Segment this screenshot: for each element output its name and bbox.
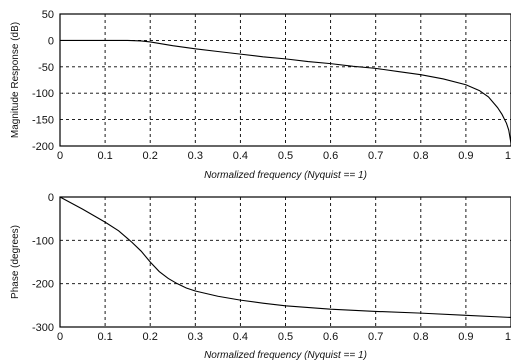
phase-x-tick-label: 0.6 (323, 331, 338, 343)
magnitude-x-tick-label: 0.3 (188, 150, 203, 162)
magnitude-x-axis-label: Normalized frequency (Nyquist == 1) (204, 170, 367, 181)
phase-x-tick-label: 0.4 (233, 331, 248, 343)
phase-x-tick-label: 1 (505, 331, 511, 343)
magnitude-x-tick-label: 0.7 (368, 150, 383, 162)
magnitude-x-tick-label: 0.8 (413, 150, 428, 162)
phase-y-tick-label: -200 (32, 279, 54, 291)
phase-y-tick-label: -300 (32, 322, 54, 334)
magnitude-y-tick-label: -50 (38, 62, 54, 74)
magnitude-x-tick-label: 0 (57, 150, 63, 162)
phase-x-tick-label: 0.2 (143, 331, 158, 343)
phase-x-tick-label: 0.3 (188, 331, 203, 343)
magnitude-y-tick-label: -200 (32, 141, 54, 153)
phase-x-tick-label: 0.1 (97, 331, 112, 343)
phase-x-tick-label: 0.8 (413, 331, 428, 343)
phase-x-tick-label: 0.7 (368, 331, 383, 343)
phase-x-tick-label: 0.5 (278, 331, 293, 343)
magnitude-x-tick-label: 1 (505, 150, 511, 162)
magnitude-y-axis-label: Magnitude Response (dB) (10, 22, 21, 138)
phase-curve (59, 196, 511, 319)
magnitude-x-tick-label: 0.4 (233, 150, 248, 162)
magnitude-y-tick-label: 0 (48, 35, 54, 47)
phase-x-tick-label: 0 (57, 331, 63, 343)
phase-x-tick-label: 0.9 (458, 331, 473, 343)
phase-panel: 0 0.1 0.2 0.3 0.4 0.5 0.6 0.7 0.8 0.9 1 0 -100 -200 -… (10, 192, 511, 361)
phase-plot-frame (59, 196, 511, 328)
magnitude-x-tick-label: 0.9 (458, 150, 473, 162)
magnitude-x-tick-label: 0.5 (278, 150, 293, 162)
phase-y-axis-label: Phase (degrees) (10, 225, 21, 299)
magnitude-y-tick-label: -150 (32, 115, 54, 127)
phase-y-tick-label: 0 (48, 192, 54, 204)
phase-y-tick-label: -100 (32, 235, 54, 247)
magnitude-plot-frame (59, 13, 511, 147)
magnitude-panel: 0 0.1 0.2 0.3 0.4 0.5 0.6 0.7 0.8 0.9 1 50 0 -50 -100… (10, 9, 511, 181)
magnitude-y-tick-label: -100 (32, 88, 54, 100)
magnitude-y-tick-label: 50 (42, 9, 54, 21)
magnitude-x-tick-label: 0.6 (323, 150, 338, 162)
magnitude-x-tick-label: 0.2 (143, 150, 158, 162)
phase-x-axis-label: Normalized frequency (Nyquist == 1) (204, 350, 367, 361)
magnitude-curve (60, 39, 511, 144)
magnitude-x-tick-label: 0.1 (97, 150, 112, 162)
